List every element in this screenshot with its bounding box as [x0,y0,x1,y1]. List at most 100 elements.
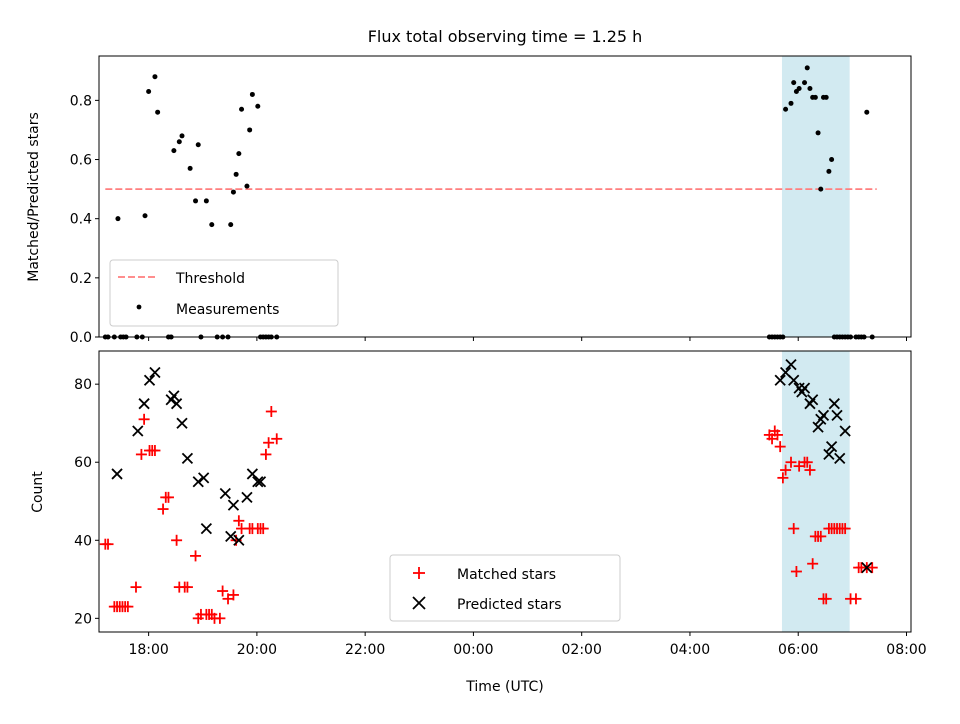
bottom-axes-frame [98,350,912,633]
matched-star-marker [122,601,134,613]
matched-legend-label: Matched stars [457,567,556,583]
measurement-point [815,130,821,136]
x-axis-label: Time (UTC) [465,679,543,695]
matched-star-marker [780,464,792,476]
measurement-point [818,186,824,192]
predicted-star-marker [834,452,846,464]
measurement-point [255,103,261,109]
predicted-star-marker [227,499,240,511]
measurement-point [812,94,818,100]
predicted-star-marker [138,398,150,410]
predicted-star-marker [176,417,188,429]
matched-star-marker [850,593,862,605]
matched-star-marker [839,523,851,535]
measurement-point [142,213,148,219]
measurement-point [788,100,794,106]
measurement-point [802,80,808,86]
measurement-point [796,86,802,92]
bottom-y-ticks: 20 40 60 80 [74,377,99,627]
predicted-legend-swatch [412,596,426,610]
measurement-point [807,86,813,92]
y-tick-label: 0.0 [70,330,92,346]
y-tick-label: 80 [74,377,92,393]
predicted-star-marker [831,409,843,422]
measurement-point [244,183,250,189]
x-tick-label: 20:00 [237,642,277,658]
matched-star-marker [157,503,169,515]
x-tick-label: 06:00 [778,642,818,658]
measurement-point [209,222,215,228]
matched-star-marker [233,515,245,527]
predicted-star-marker [233,534,245,546]
measurement-point [187,165,193,171]
matched-star-marker [265,405,277,417]
bottom-legend: Matched stars Predicted stars [389,554,621,622]
matched-star-marker [263,437,275,449]
x-tick-label: 00:00 [453,642,493,658]
measurement-point [195,142,201,148]
y-tick-label: 0.2 [70,271,92,287]
y-tick-label: 40 [74,533,92,549]
measurement-point [247,127,253,133]
measurement-point [823,94,829,100]
predicted-star-marker [828,398,840,410]
predicted-star-marker [219,487,231,500]
predicted-star-marker [812,421,824,433]
matched-star-marker [181,581,193,593]
top-y-axis-label: Matched/Predicted stars [26,112,42,282]
matched-star-markers [99,405,878,624]
predicted-star-marker [168,390,180,402]
matched-star-marker [774,441,786,453]
measurement-point [826,168,832,174]
y-tick-label: 0.4 [70,212,92,228]
predicted-star-marker [774,374,786,386]
top-panel: 0.00.20.40.60.8 Matched/Predicted stars … [26,55,912,346]
top-y-ticks: 0.0 0.2 0.4 0.6 0.8 [70,93,99,346]
matched-star-marker [130,581,142,593]
bottom-legend-box [389,554,621,622]
top-legend: Threshold Measurements [109,259,339,327]
matched-star-marker [866,562,878,574]
measurement-point [864,109,870,115]
measurement-point [115,216,121,222]
matched-star-marker [785,456,797,468]
measurement-point [176,139,182,145]
predicted-star-marker [241,491,253,503]
y-tick-label: 20 [74,611,92,627]
matched-legend-swatch [413,567,425,579]
predicted-star-marker [823,448,835,461]
matched-star-marker [227,589,239,601]
predicted-star-marker [181,452,194,464]
threshold-legend-label: Threshold [175,271,245,287]
predicted-star-marker [788,374,800,386]
top-axes-frame [98,55,912,338]
predicted-star-marker [817,409,830,422]
x-tick-label: 02:00 [562,642,602,658]
measurements-legend-label: Measurements [176,302,279,318]
predicted-star-markers [111,359,873,574]
matched-star-marker [790,566,802,578]
x-tick-label: 04:00 [670,642,710,658]
measurement-point [228,222,234,228]
matched-star-marker [190,550,202,562]
measurement-point [155,109,161,115]
matched-star-marker [214,612,226,624]
measurement-point [152,74,158,80]
predicted-star-marker [200,522,213,535]
measurement-point [193,198,199,204]
predicted-star-marker [839,425,851,437]
top-x-ticks [148,337,907,341]
measurement-point [829,157,835,163]
matched-star-marker [217,585,229,597]
measurement-point [249,91,255,97]
matched-star-marker [820,593,832,605]
bottom-panel: 20 40 60 80 18:00 20:00 22:00 00:00 02:00 04:00 0… [30,350,927,695]
matched-star-marker [777,472,789,484]
measurement-point [203,198,209,204]
matched-star-marker [138,413,150,425]
predicted-star-marker [807,394,819,406]
matched-star-marker [815,530,827,542]
measurements-legend-swatch [136,304,142,310]
predicted-star-marker [254,476,267,488]
